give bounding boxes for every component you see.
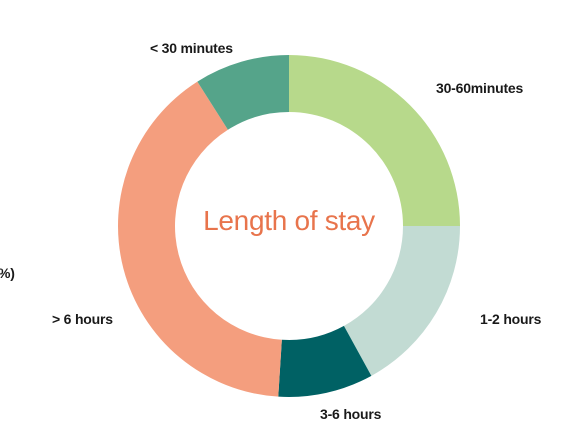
- slice-label-under-30-minutes: < 30 minutes: [150, 40, 233, 56]
- donut-slice-30-minutes: [197, 55, 289, 130]
- chart-center-title: Length of stay: [203, 205, 375, 236]
- slice-label-3-6-hours: 3-6 hours: [320, 406, 382, 422]
- donut-slice-3-6-hours: [278, 325, 372, 397]
- donut-slice-1-2-hours: [343, 226, 460, 376]
- donut-slice-30-60minutes: [289, 55, 460, 226]
- slice-label-1-2-hours: 1-2 hours: [480, 311, 542, 327]
- slice-label-30-60-minutes: 30-60minutes: [436, 80, 524, 96]
- partial-clipped-label: %): [0, 265, 15, 281]
- donut-slice-6-hours: [117, 81, 282, 397]
- slice-label-over-6-hours: > 6 hours: [52, 311, 113, 327]
